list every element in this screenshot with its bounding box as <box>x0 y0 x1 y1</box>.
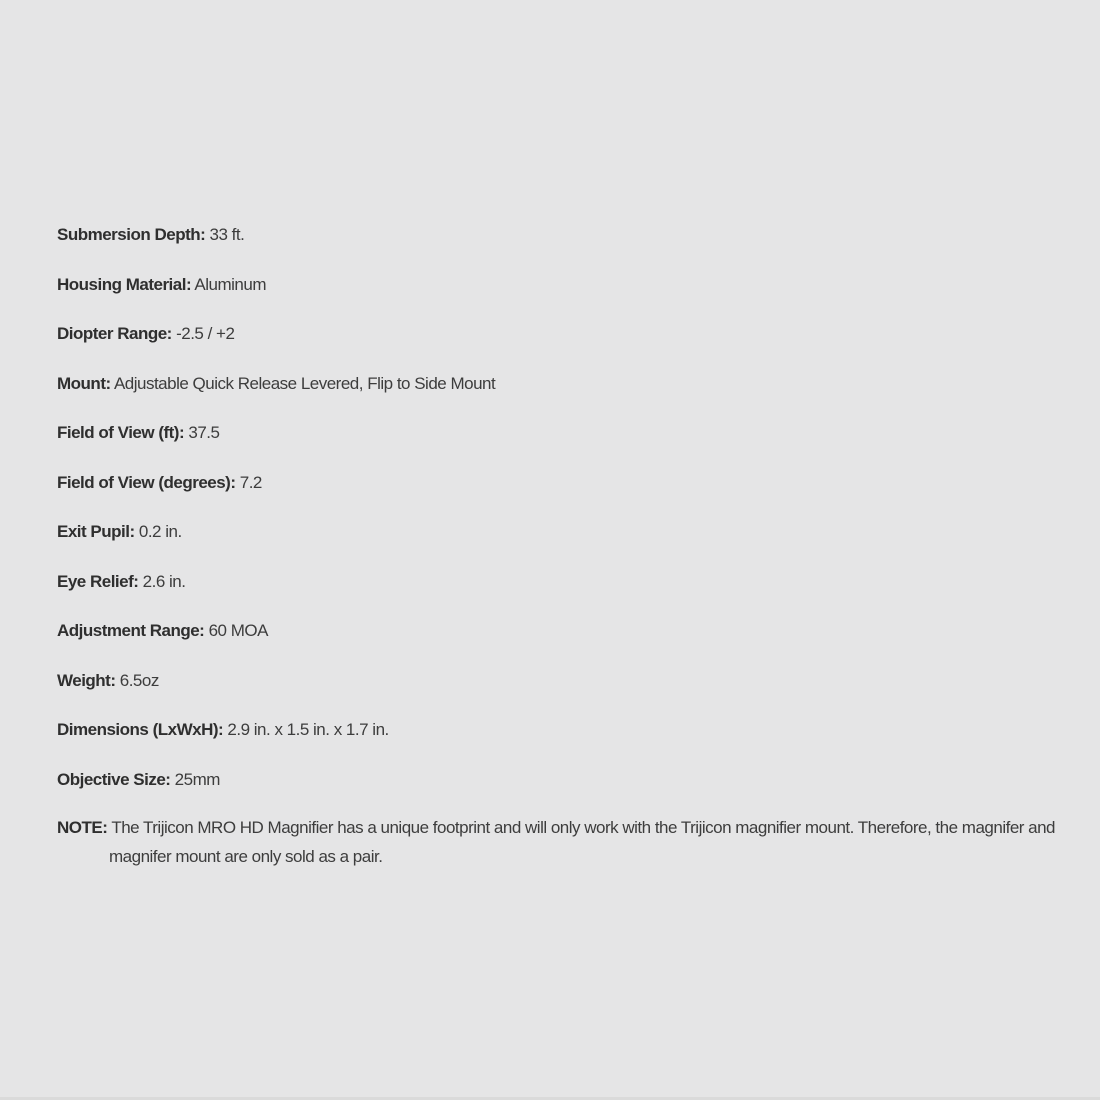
spec-row-diopter-range: Diopter Range: -2.5 / +2 <box>57 324 1067 344</box>
spec-row-dimensions: Dimensions (LxWxH): 2.9 in. x 1.5 in. x … <box>57 720 1067 740</box>
spec-row-submersion-depth: Submersion Depth: 33 ft. <box>57 225 1067 245</box>
spec-sheet: Submersion Depth: 33 ft. Housing Materia… <box>57 225 1067 871</box>
spec-value: 7.2 <box>239 472 263 492</box>
spec-value: 60 MOA <box>208 621 269 640</box>
spec-row-field-of-view-degrees: Field of View (degrees): 7.2 <box>57 473 1067 493</box>
spec-label: Field of View (ft): <box>57 423 185 442</box>
spec-value: 25mm <box>174 769 221 789</box>
spec-label: Exit Pupil: <box>57 522 135 541</box>
spec-row-field-of-view-ft: Field of View (ft): 37.5 <box>57 423 1067 443</box>
spec-row-housing-material: Housing Material: Aluminum <box>57 275 1067 295</box>
spec-label: Housing Material: <box>57 274 192 294</box>
spec-label: Submersion Depth: <box>57 225 206 244</box>
spec-row-adjustment-range: Adjustment Range: 60 MOA <box>57 621 1067 641</box>
spec-row-exit-pupil: Exit Pupil: 0.2 in. <box>57 522 1067 542</box>
spec-label: Objective Size: <box>57 769 171 789</box>
spec-label: Diopter Range: <box>57 324 172 343</box>
spec-row-weight: Weight: 6.5oz <box>57 671 1067 691</box>
spec-label: Adjustment Range: <box>57 621 205 640</box>
spec-label: Weight: <box>57 670 116 690</box>
spec-label: Mount: <box>57 373 111 393</box>
spec-value: 0.2 in. <box>138 522 182 541</box>
spec-value: -2.5 / +2 <box>176 324 235 343</box>
page-bottom-edge <box>0 1097 1100 1100</box>
spec-value: 2.6 in. <box>142 571 186 591</box>
spec-value: 33 ft. <box>209 225 245 244</box>
spec-value: 37.5 <box>188 423 220 442</box>
spec-row-eye-relief: Eye Relief: 2.6 in. <box>57 572 1067 592</box>
spec-row-objective-size: Objective Size: 25mm <box>57 770 1067 790</box>
spec-value: Aluminum <box>194 274 267 294</box>
note-label: NOTE: <box>57 818 108 837</box>
spec-value: 6.5oz <box>119 670 160 690</box>
note-paragraph: NOTE: The Trijicon MRO HD Magnifier has … <box>57 813 1067 871</box>
spec-value: Adjustable Quick Release Levered, Flip t… <box>113 373 496 393</box>
spec-label: Eye Relief: <box>57 571 139 591</box>
spec-row-mount: Mount: Adjustable Quick Release Levered,… <box>57 374 1067 394</box>
spec-label: Dimensions (LxWxH): <box>57 720 224 739</box>
note-text: The Trijicon MRO HD Magnifier has a uniq… <box>109 818 1064 866</box>
spec-label: Field of View (degrees): <box>57 472 236 492</box>
spec-value: 2.9 in. x 1.5 in. x 1.7 in. <box>227 720 389 739</box>
